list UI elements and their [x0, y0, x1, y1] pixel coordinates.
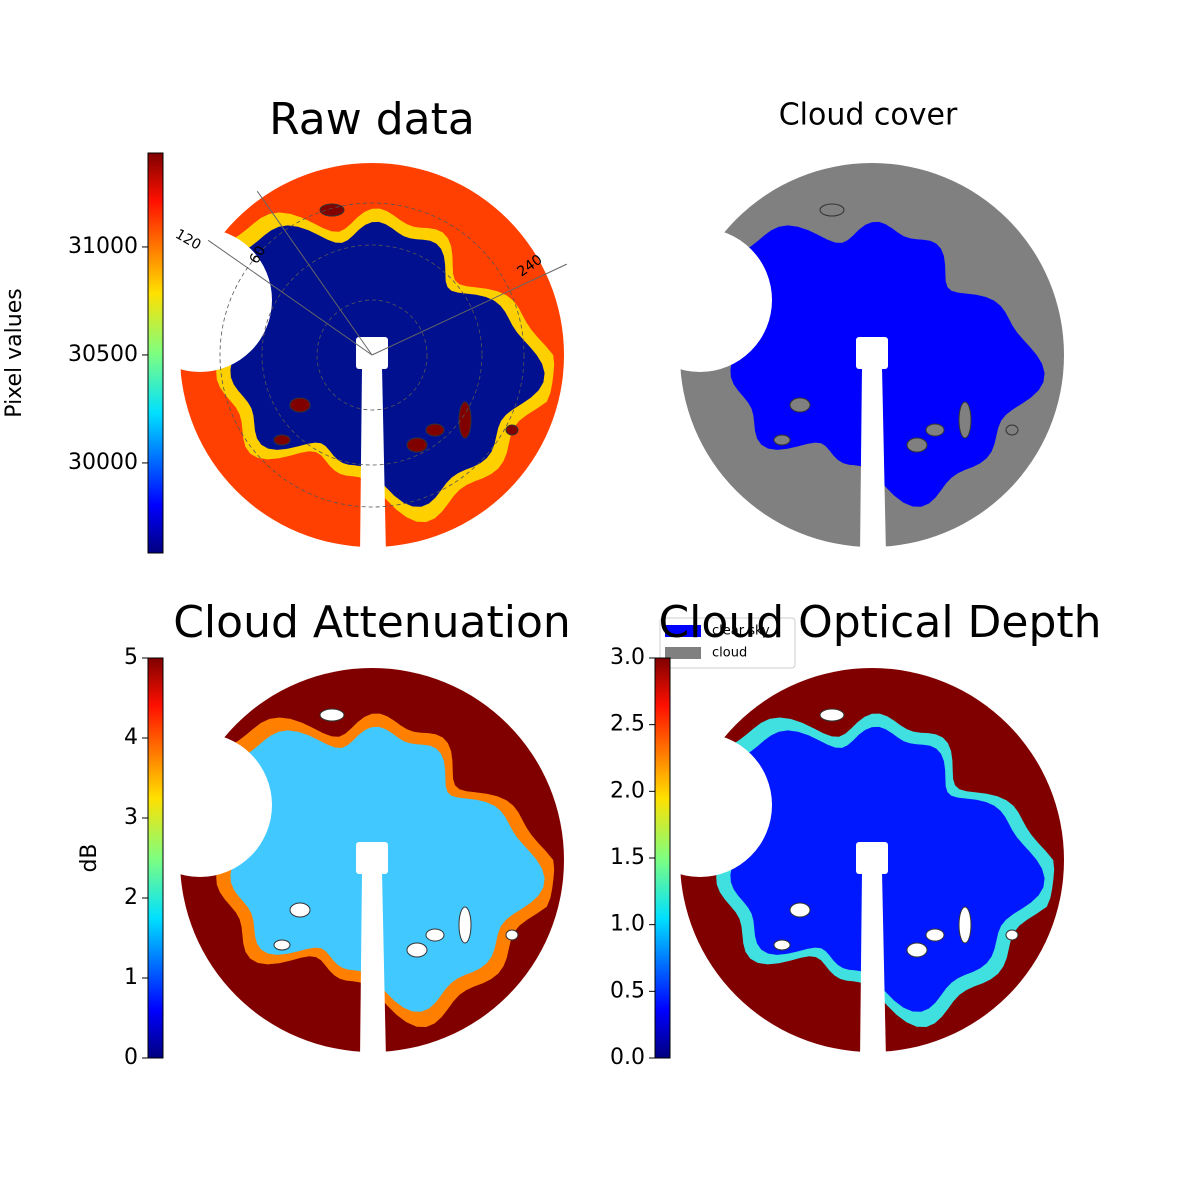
cloud-patch [273, 434, 291, 446]
horizon-mask [128, 733, 272, 877]
mast-mask [860, 367, 886, 555]
cloud-patch [273, 939, 291, 951]
horizon-mask [628, 228, 772, 372]
cloud-patch [425, 423, 445, 437]
colorbar-tick-label: 2.5 [610, 712, 645, 737]
panel [128, 163, 568, 555]
colorbar-label: dB [77, 843, 102, 872]
cloud-patch [819, 708, 845, 722]
colorbar-tick-label: 3 [124, 805, 138, 830]
mast-mask [360, 367, 386, 555]
cloud-patch [958, 401, 972, 439]
legend-label: cloud [712, 646, 747, 661]
panel-title: Cloud cover [779, 98, 958, 133]
azimuth-line [256, 190, 373, 356]
cloud-patch [319, 708, 345, 722]
colorbar [147, 152, 164, 554]
azimuth-line [371, 263, 568, 356]
colorbar-tick-label: 0 [124, 1045, 138, 1070]
colorbar-tick-label: 4 [124, 725, 138, 750]
legend-swatch [665, 647, 701, 659]
horizon-mask [128, 228, 272, 372]
legend-swatch [665, 625, 701, 637]
colorbar-tick-label: 3.0 [610, 645, 645, 670]
panel [628, 163, 1064, 555]
panel [628, 668, 1064, 1060]
colorbar-label: Pixel values [2, 288, 27, 417]
cloud-patch [789, 902, 811, 918]
cloud-patch [425, 928, 445, 942]
colorbar-tick-label: 30000 [68, 450, 138, 475]
colorbar [147, 657, 164, 1059]
colorbar-tick-label: 0.0 [610, 1045, 645, 1070]
cloud-patch [406, 942, 428, 958]
cloud-patch [819, 203, 845, 217]
panel-title: Cloud Attenuation [173, 597, 571, 648]
cloud-patch [789, 397, 811, 413]
panel-title: Cloud Optical Depth [658, 597, 1101, 648]
cloud-patch [319, 203, 345, 217]
panel [128, 668, 564, 1060]
cloud-patch [906, 942, 928, 958]
cloud-patch [773, 434, 791, 446]
cloud-patch [505, 424, 519, 436]
cloud-patch [773, 939, 791, 951]
cloud-patch [925, 423, 945, 437]
zenith-ring [316, 299, 428, 411]
cloud-patch [925, 928, 945, 942]
cloud-patch [505, 929, 519, 941]
mast-mask [860, 872, 886, 1060]
colorbar-tick-label: 31000 [68, 234, 138, 259]
mask-box [856, 842, 888, 874]
colorbar-tick-label: 30500 [68, 342, 138, 367]
mask-box [356, 337, 388, 369]
cloud-patch [1005, 929, 1019, 941]
colorbar [654, 657, 671, 1059]
cloud-patch [289, 902, 311, 918]
colorbar-tick-label: 1.0 [610, 912, 645, 937]
cloud-patch [1005, 424, 1019, 436]
mask-box [856, 337, 888, 369]
panel-title: Raw data [269, 94, 475, 145]
colorbar-tick-label: 1.5 [610, 845, 645, 870]
cloud-patch [458, 401, 472, 439]
cloud-patch [906, 437, 928, 453]
zenith-ring [219, 202, 525, 508]
mast-mask [360, 872, 386, 1060]
colorbar-tick-label: 2 [124, 885, 138, 910]
colorbar-tick-label: 2.0 [610, 778, 645, 803]
colorbar-tick-label: 1 [124, 965, 138, 990]
colorbar-tick-label: 5 [124, 645, 138, 670]
cloud-patch [406, 437, 428, 453]
azimuth-line [207, 239, 373, 356]
legend-label: clear sky [712, 624, 770, 639]
horizon-mask [628, 733, 772, 877]
zenith-ring [261, 244, 483, 466]
cloud-patch [958, 906, 972, 944]
cloud-patch [458, 906, 472, 944]
mask-box [356, 842, 388, 874]
azimuth-label: 60 [247, 243, 270, 266]
cloud-patch [289, 397, 311, 413]
colorbar-tick-label: 0.5 [610, 978, 645, 1003]
